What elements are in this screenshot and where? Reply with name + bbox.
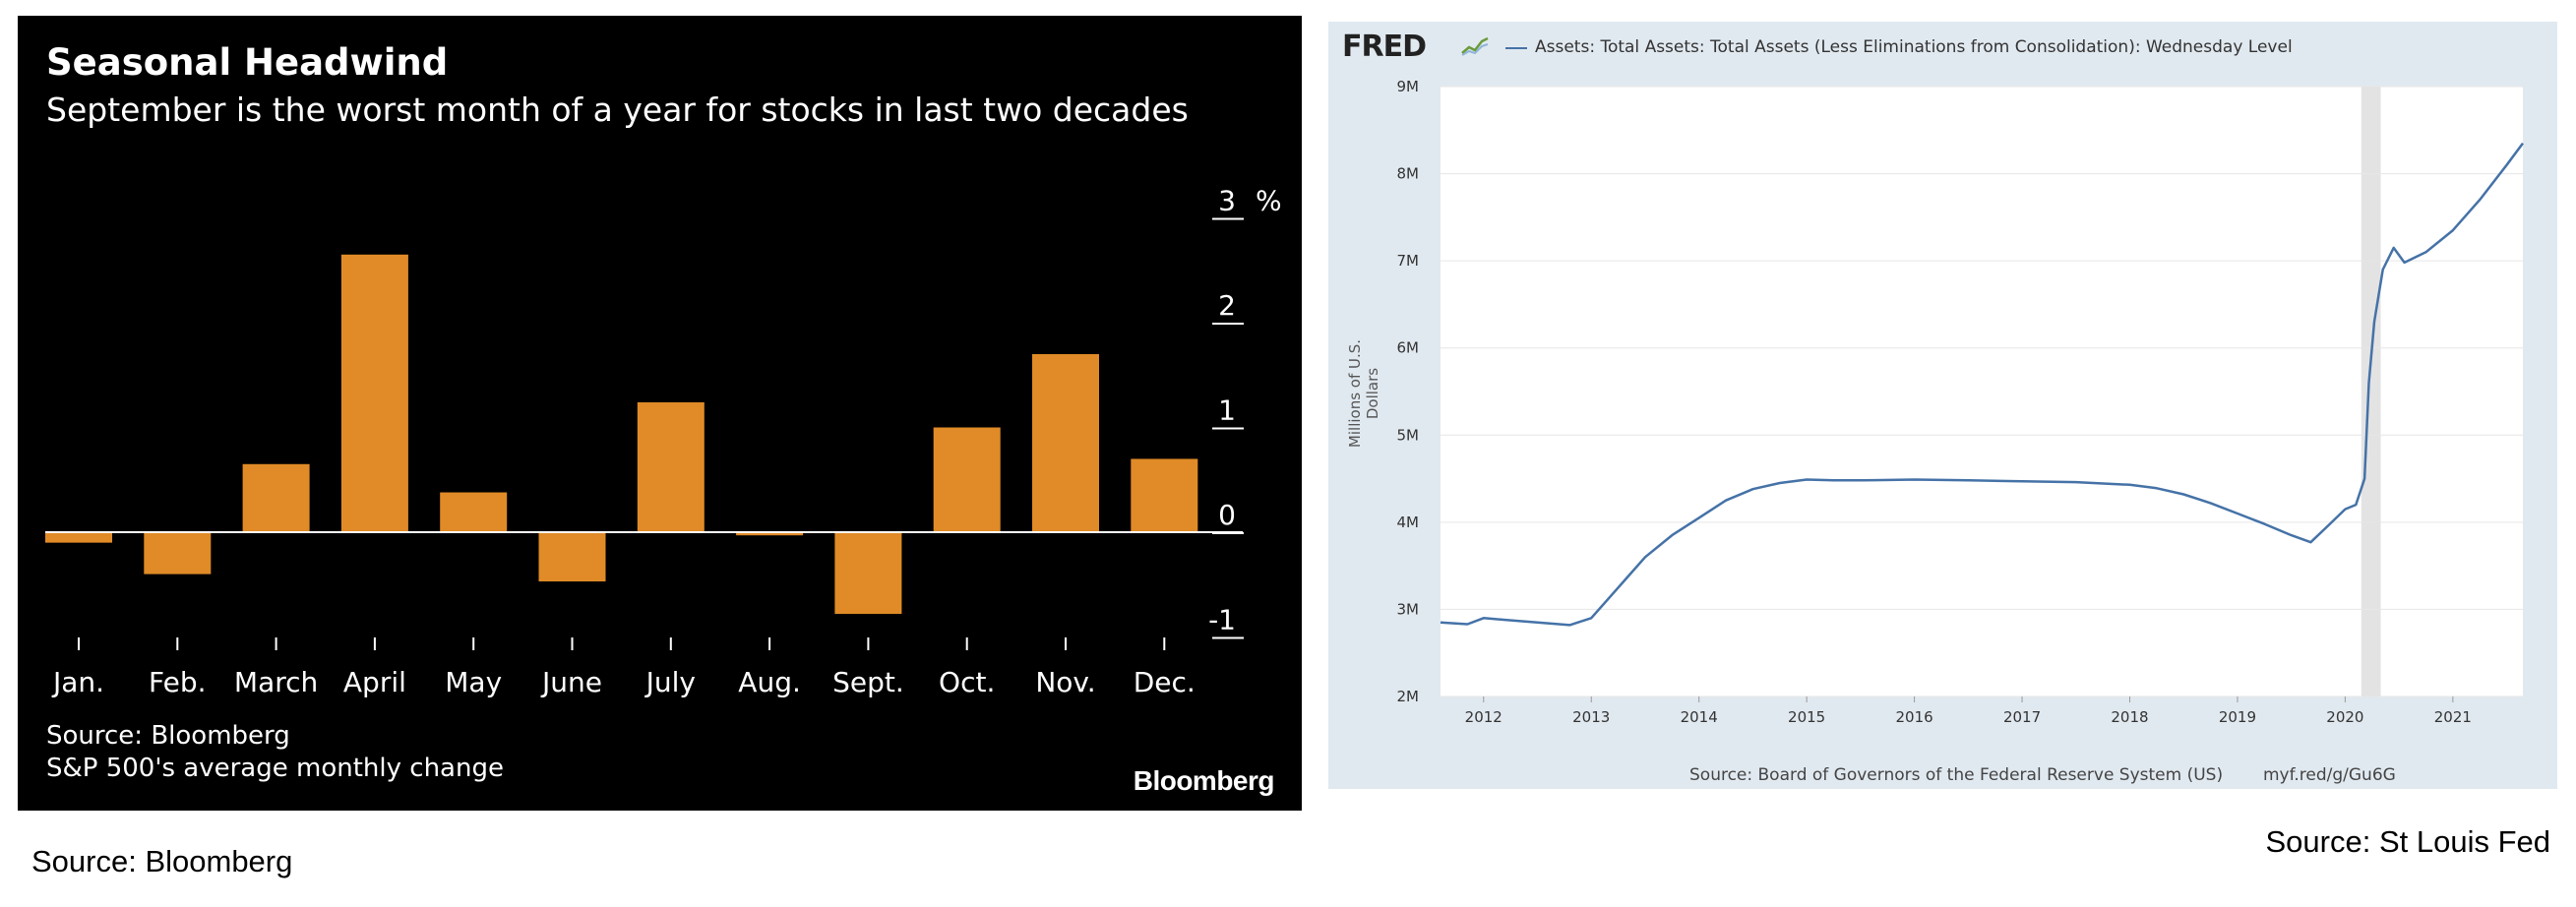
bar xyxy=(45,532,112,543)
chart-source: Source: Bloomberg xyxy=(46,721,290,751)
y-tick-label: 4M xyxy=(1397,514,1420,531)
y-tick-label: 2 xyxy=(1218,289,1236,322)
x-tick-label: Sept. xyxy=(832,666,904,698)
fred-logo: FRED xyxy=(1342,30,1427,64)
bar xyxy=(933,427,1001,532)
x-tick-label: 2019 xyxy=(2219,708,2256,726)
y-tick-label: 6M xyxy=(1397,339,1420,357)
bar xyxy=(1131,458,1198,532)
series-line xyxy=(1440,142,2525,627)
y-tick-label: -1 xyxy=(1208,604,1236,636)
plot-area xyxy=(1441,87,2523,696)
x-tick-label: Oct. xyxy=(939,666,995,698)
x-tick-label: March xyxy=(234,666,318,698)
caption-left: Source: Bloomberg xyxy=(31,844,293,878)
bar xyxy=(440,492,508,532)
bar xyxy=(340,254,408,532)
fred-line-chart: 9M 8M 7M 6M 5M 4M 3M 2M 2012 2013 2014 2015 2016 2017… xyxy=(1397,78,2525,726)
x-tick-label: June xyxy=(540,666,602,698)
x-tick-label: 2021 xyxy=(2434,708,2472,726)
x-tick-label: 2014 xyxy=(1681,708,1718,726)
y-unit-label: % xyxy=(1256,185,1282,217)
bar xyxy=(242,463,310,532)
chart-note: S&P 500's average monthly change xyxy=(46,754,504,783)
x-tick-label: Jan. xyxy=(51,666,104,698)
bar xyxy=(1032,353,1099,532)
x-tick-label: 2015 xyxy=(1788,708,1825,726)
y-tick-label: 0 xyxy=(1218,499,1236,531)
legend-swatch xyxy=(1505,47,1527,49)
y-tick-label: 1 xyxy=(1218,394,1236,427)
y-tick-label: 5M xyxy=(1397,426,1420,444)
x-tick-label: 2018 xyxy=(2111,708,2148,726)
fred-chart-panel: 9M 8M 7M 6M 5M 4M 3M 2M 2012 2013 2014 2015 2016 2017… xyxy=(1328,22,2557,789)
x-tick-label: 2012 xyxy=(1465,708,1503,726)
bloomberg-logo: Bloomberg xyxy=(1133,765,1275,796)
y-axis-label: Millions of U.S. Dollars xyxy=(1346,338,1381,449)
chart-title: Seasonal Headwind xyxy=(46,41,449,84)
y-tick-label: 7M xyxy=(1397,252,1420,270)
x-tick-label: 2020 xyxy=(2326,708,2363,726)
y-tick-label: 2M xyxy=(1397,688,1420,705)
x-tick-label: 2017 xyxy=(2003,708,2041,726)
chart-link[interactable]: myf.red/g/Gu6G xyxy=(2263,765,2396,785)
fred-logo-chart-icon xyxy=(1461,36,1489,56)
y-tick-label: 3M xyxy=(1397,600,1420,618)
x-tick-label: Aug. xyxy=(738,666,801,698)
bar xyxy=(637,401,705,532)
bar xyxy=(538,532,606,582)
x-tick-label: Nov. xyxy=(1035,666,1095,698)
x-tick-label: 2016 xyxy=(1895,708,1932,726)
y-tick-label: 9M xyxy=(1397,78,1420,95)
caption-right: Source: St Louis Fed xyxy=(2265,824,2551,859)
y-tick-label: 3 xyxy=(1218,185,1236,217)
x-tick-label: July xyxy=(644,666,696,698)
bloomberg-chart-panel: Seasonal Headwind September is the worst… xyxy=(18,16,1302,811)
x-tick-label: Feb. xyxy=(149,666,206,698)
x-tick-label: May xyxy=(445,666,502,698)
x-tick-label: Dec. xyxy=(1134,666,1196,698)
chart-subtitle: September is the worst month of a year f… xyxy=(46,91,1189,129)
bar xyxy=(144,532,212,574)
bloomberg-bar-chart: 3 2 1 0 -1% Jan. Feb. March April May June July Aug.… xyxy=(45,185,1282,698)
chart-source: Source: Board of Governors of the Federa… xyxy=(1689,765,2224,785)
legend-entry: Assets: Total Assets: Total Assets (Less… xyxy=(1535,37,2293,57)
recession-band xyxy=(2361,87,2381,696)
x-tick-label: 2013 xyxy=(1572,708,1610,726)
bar xyxy=(834,532,902,615)
y-tick-label: 8M xyxy=(1397,165,1420,183)
bar xyxy=(736,532,804,536)
x-tick-label: April xyxy=(343,666,406,698)
